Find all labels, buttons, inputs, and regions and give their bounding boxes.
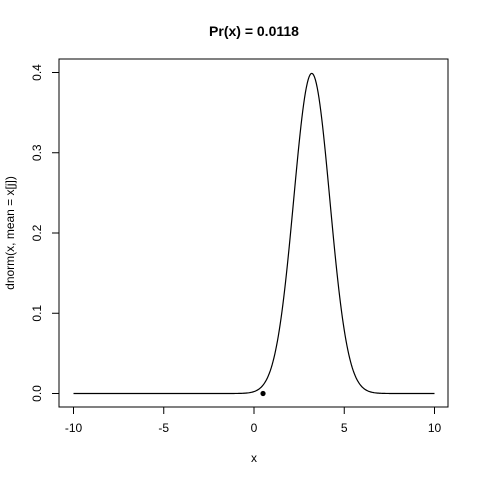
- y-tick-label: 0.2: [30, 224, 44, 241]
- y-tick-label: 0.0: [30, 385, 44, 402]
- x-axis: -10 -5 0 5 10: [65, 407, 442, 435]
- y-tick-label: 0.1: [30, 305, 44, 322]
- x-axis-label: x: [251, 451, 257, 465]
- data-point: [260, 390, 266, 397]
- chart-title: Pr(x) = 0.0118: [209, 23, 299, 39]
- series-layer: [73, 72, 435, 395]
- x-tick-label: 0: [251, 421, 258, 435]
- y-tick-label: 0.4: [30, 64, 44, 81]
- y-tick-label: 0.3: [30, 144, 44, 161]
- density-curve: [73, 72, 435, 395]
- x-tick-label: 5: [341, 421, 348, 435]
- y-axis-label: dnorm(x, mean = x[j]): [3, 176, 17, 290]
- x-tick-label: -5: [158, 421, 169, 435]
- x-tick-label: -10: [65, 421, 83, 435]
- x-tick-label: 10: [428, 421, 442, 435]
- points-layer: [260, 390, 266, 397]
- y-axis: 0.0 0.1 0.2 0.3 0.4: [30, 64, 59, 402]
